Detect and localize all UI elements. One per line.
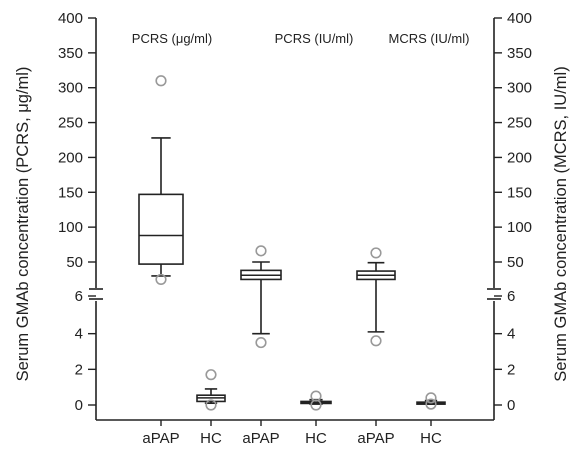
y-tick-label-left: 50 <box>66 254 83 271</box>
outlier-point <box>255 336 267 349</box>
y-tick-label-right: 200 <box>507 149 532 166</box>
outlier-point <box>310 399 322 411</box>
y-tick-label-right: 250 <box>507 115 532 132</box>
y-tick-label-left: 400 <box>58 10 83 27</box>
x-tick-label: HC <box>420 430 442 447</box>
box-0 <box>138 75 184 286</box>
x-tick-label: aPAP <box>142 430 179 447</box>
y-tick-label-right: 2 <box>507 361 515 378</box>
x-tick-label: HC <box>305 430 327 447</box>
y-tick-label-left: 350 <box>58 45 83 62</box>
outlier-point <box>370 335 382 347</box>
group-labels: PCRS (μg/ml) PCRS (IU/ml) MCRS (IU/ml) <box>132 31 470 46</box>
plot-frame <box>89 18 501 421</box>
outlier-point <box>205 369 217 381</box>
y-tick-label-right: 50 <box>507 254 524 271</box>
outlier-point <box>155 75 167 87</box>
y-tick-label-left: 6 <box>75 288 83 305</box>
y-tick-label-right: 300 <box>507 80 532 97</box>
outlier-point <box>370 247 382 259</box>
y-tick-label-right: 6 <box>507 288 515 305</box>
box-1 <box>196 369 226 411</box>
box-series <box>138 75 446 411</box>
y-tick-label-left: 300 <box>58 80 83 97</box>
y-tick-label-left: 250 <box>58 115 83 132</box>
y-tick-label-right: 0 <box>507 397 515 414</box>
group-label: PCRS (IU/ml) <box>275 31 354 46</box>
outlier-point <box>425 392 437 404</box>
x-tick-label: aPAP <box>357 430 394 447</box>
y-axis-title-left: Serum GMAb concentration (PCRS, μg/ml) <box>14 67 32 382</box>
outlier-point <box>155 273 167 286</box>
group-label: PCRS (μg/ml) <box>132 31 212 46</box>
group-label: MCRS (IU/ml) <box>389 31 470 46</box>
box-5 <box>416 392 446 410</box>
y-tick-label-left: 100 <box>58 219 83 236</box>
y-tick-label-right: 350 <box>507 45 532 62</box>
box-2 <box>240 245 282 349</box>
y-tick-label-left: 2 <box>75 361 83 378</box>
box-iqr <box>138 193 184 265</box>
outlier-point <box>205 399 217 411</box>
x-tick-label: aPAP <box>242 430 279 447</box>
outlier-point <box>255 245 267 257</box>
y-tick-label-right: 150 <box>507 184 532 201</box>
y-tick-label-left: 200 <box>58 149 83 166</box>
y-axis-title-right: Serum GMAb concentration (MCRS, IU/ml) <box>552 66 570 381</box>
y-tick-label-right: 400 <box>507 10 532 27</box>
y-tick-label-right: 4 <box>507 326 515 343</box>
y-tick-label-left: 0 <box>75 397 83 414</box>
x-tick-label: HC <box>200 430 222 447</box>
box-3 <box>300 390 332 411</box>
box-4 <box>356 247 396 347</box>
y-tick-label-left: 4 <box>75 326 83 343</box>
outlier-point <box>425 398 437 410</box>
y-tick-label-left: 150 <box>58 184 83 201</box>
category-labels: aPAP HC aPAP HC aPAP HC <box>142 420 442 447</box>
y-tick-label-right: 100 <box>507 219 532 236</box>
